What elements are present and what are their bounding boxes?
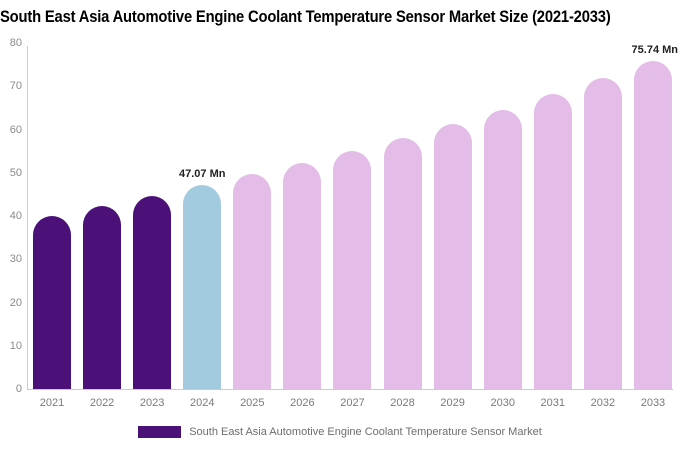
y-tick-50: 50 <box>9 166 22 179</box>
bar-2025 <box>233 174 272 389</box>
y-tick-30: 30 <box>9 253 22 266</box>
y-axis-line <box>27 46 28 389</box>
bar-2028 <box>383 137 422 389</box>
bar-2026 <box>283 162 322 389</box>
legend-label: South East Asia Automotive Engine Coolan… <box>189 426 542 438</box>
bar-2022 <box>83 206 122 389</box>
bar-2029 <box>433 123 472 389</box>
y-tick-40: 40 <box>9 210 22 222</box>
bar-2030 <box>483 109 522 389</box>
x-tick-2032: 2032 <box>590 397 616 409</box>
x-tick-2021: 2021 <box>39 397 65 409</box>
x-tick-2025: 2025 <box>240 397 265 409</box>
x-tick-2030: 2030 <box>490 397 515 409</box>
y-tick-60: 60 <box>9 123 22 136</box>
bar-2031 <box>533 94 572 389</box>
x-tick-2033: 2033 <box>640 397 666 409</box>
x-tick-2029: 2029 <box>440 397 465 409</box>
bar-2032 <box>583 78 622 389</box>
legend: South East Asia Automotive Engine Coolan… <box>0 425 680 439</box>
bar-2027 <box>333 150 372 389</box>
y-tick-70: 70 <box>9 80 22 93</box>
y-tick-0: 0 <box>15 383 22 395</box>
y-tick-20: 20 <box>9 296 22 309</box>
x-tick-2027: 2027 <box>340 397 365 409</box>
bar-2021 <box>33 215 71 389</box>
x-tick-2026: 2026 <box>290 397 315 409</box>
chart-title: South East Asia Automotive Engine Coolan… <box>0 8 611 26</box>
x-tick-2023: 2023 <box>139 397 165 409</box>
bar-2023 <box>133 196 172 389</box>
y-tick-10: 10 <box>9 339 22 352</box>
x-axis-line <box>27 389 673 390</box>
annotation-2033: 75.74 Mn <box>631 44 678 57</box>
annotation-2024: 47.07 Mn <box>179 168 226 181</box>
bar-2024 <box>183 185 222 389</box>
x-tick-2028: 2028 <box>390 397 415 409</box>
x-tick-2024: 2024 <box>189 397 215 409</box>
legend-swatch <box>138 426 182 438</box>
x-tick-2022: 2022 <box>89 397 115 409</box>
y-tick-80: 80 <box>9 37 22 49</box>
bar-2033 <box>633 61 672 389</box>
x-tick-2031: 2031 <box>540 397 566 409</box>
